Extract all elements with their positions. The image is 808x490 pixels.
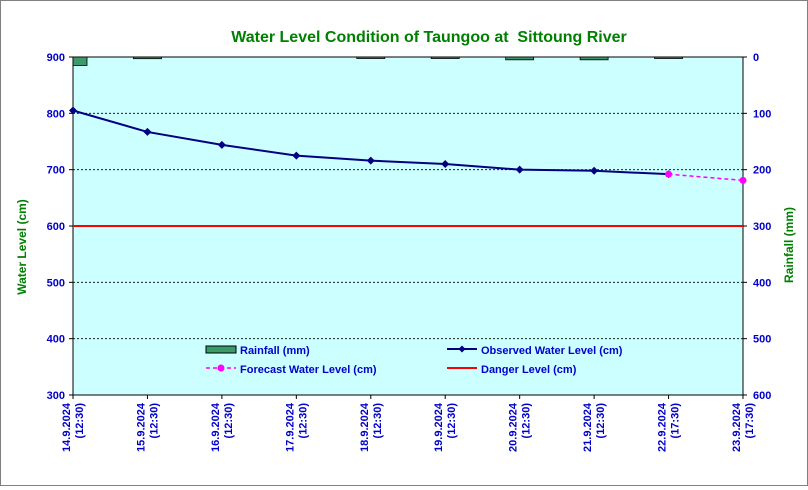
x-tick-date: 20.9.2024: [508, 402, 520, 452]
observed-point: [217, 140, 226, 149]
right-tick-label: 100: [753, 108, 771, 120]
x-tick-date: 18.9.2024: [359, 402, 371, 452]
rainfall-bar: [72, 56, 88, 66]
right-tick-label: 0: [753, 52, 759, 64]
right-tick-label: 400: [753, 277, 771, 289]
x-tick-date: 23.9.2024: [731, 402, 743, 452]
rainfall-bar: [356, 56, 386, 59]
legend-item-observed: Observed Water Level (cm): [447, 345, 623, 357]
x-tick-label: 17.9.2024 (12:30): [284, 402, 309, 452]
observed-point: [590, 166, 599, 175]
right-tick-label: 300: [753, 221, 771, 233]
right-tick-label: 200: [753, 165, 771, 177]
left-tick-label: 300: [47, 390, 65, 402]
x-tick-label: 20.9.2024 (12:30): [508, 402, 533, 452]
x-tick-label: 21.9.2024 (12:30): [582, 402, 607, 452]
legend-marker-observed: [458, 345, 466, 353]
rainfall-bar: [654, 56, 683, 59]
right-axis-title: Rainfall (mm): [782, 207, 796, 283]
x-tick-time: (12:30): [297, 403, 309, 439]
legend-label-rainfall: Rainfall (mm): [240, 345, 310, 357]
x-tick-date: 22.9.2024: [657, 402, 669, 452]
forecast-point: [665, 170, 673, 178]
x-tick-time: (12:30): [223, 403, 235, 439]
rainfall-bar: [430, 56, 460, 59]
right-tick-label: 500: [753, 334, 771, 346]
series-lines: [69, 106, 747, 227]
left-tick-label: 500: [47, 277, 65, 289]
rainfall-bar: [133, 56, 162, 60]
right-tick-label: 600: [753, 390, 771, 402]
x-tick-time: (17:30): [744, 403, 756, 439]
rainfall-bar: [579, 56, 609, 61]
x-tick-date: 21.9.2024: [582, 402, 594, 452]
left-tick-label: 400: [47, 334, 65, 346]
chart-title: Water Level Condition of Taungoo at Sitt…: [231, 29, 627, 46]
legend-swatch-rainfall: [205, 345, 237, 354]
left-tick-label: 900: [47, 52, 65, 64]
observed-point: [69, 106, 77, 115]
x-tick-date: 17.9.2024: [284, 402, 296, 452]
legend-item-danger: Danger Level (cm): [447, 364, 577, 376]
observed-point: [441, 160, 450, 169]
x-tick-label: 15.9.2024 (12:30): [135, 402, 160, 452]
x-tick-label: 19.9.2024 (12:30): [433, 402, 458, 452]
x-tick-time: (12:30): [595, 403, 607, 439]
rainfall-bar: [505, 56, 535, 61]
axis-ticks: 300 400 500 600 700 800 900 600 500 400 300 200 100 0…: [47, 52, 772, 452]
observed-point: [143, 127, 152, 136]
left-tick-label: 800: [47, 108, 65, 120]
legend-label-danger: Danger Level (cm): [481, 364, 577, 376]
legend-label-observed: Observed Water Level (cm): [481, 345, 623, 357]
observed-point: [515, 165, 524, 174]
x-tick-label: 23.9.2024 (17:30): [731, 402, 756, 452]
observed-point: [292, 151, 301, 160]
legend-item-forecast: Forecast Water Level (cm): [206, 364, 377, 376]
legend: Rainfall (mm) Observed Water Level (cm) …: [205, 345, 623, 376]
x-tick-date: 14.9.2024: [61, 402, 73, 452]
x-tick-date: 16.9.2024: [210, 402, 222, 452]
x-tick-label: 14.9.2024 (12:30): [61, 402, 86, 452]
rainfall-bars: [72, 56, 683, 66]
forecast-water-level-line: [668, 173, 744, 182]
x-tick-date: 15.9.2024: [135, 402, 147, 452]
x-tick-time: (17:30): [670, 403, 682, 439]
x-tick-time: (12:30): [148, 403, 160, 439]
legend-marker-forecast: [217, 364, 225, 372]
x-tick-label: 22.9.2024 (17:30): [657, 402, 682, 452]
x-tick-date: 19.9.2024: [433, 402, 445, 452]
left-axis-title: Water Level (cm): [15, 199, 29, 295]
legend-label-forecast: Forecast Water Level (cm): [240, 364, 377, 376]
observed-point: [366, 156, 375, 165]
left-tick-label: 700: [47, 165, 65, 177]
x-tick-time: (12:30): [372, 403, 384, 439]
x-tick-label: 16.9.2024 (12:30): [210, 402, 235, 452]
left-tick-label: 600: [47, 221, 65, 233]
x-tick-time: (12:30): [446, 403, 458, 439]
x-tick-time: (12:30): [74, 403, 86, 439]
x-tick-time: (12:30): [521, 403, 533, 439]
forecast-point: [739, 176, 747, 184]
legend-item-rainfall: Rainfall (mm): [205, 345, 310, 357]
x-tick-label: 18.9.2024 (12:30): [359, 402, 384, 452]
